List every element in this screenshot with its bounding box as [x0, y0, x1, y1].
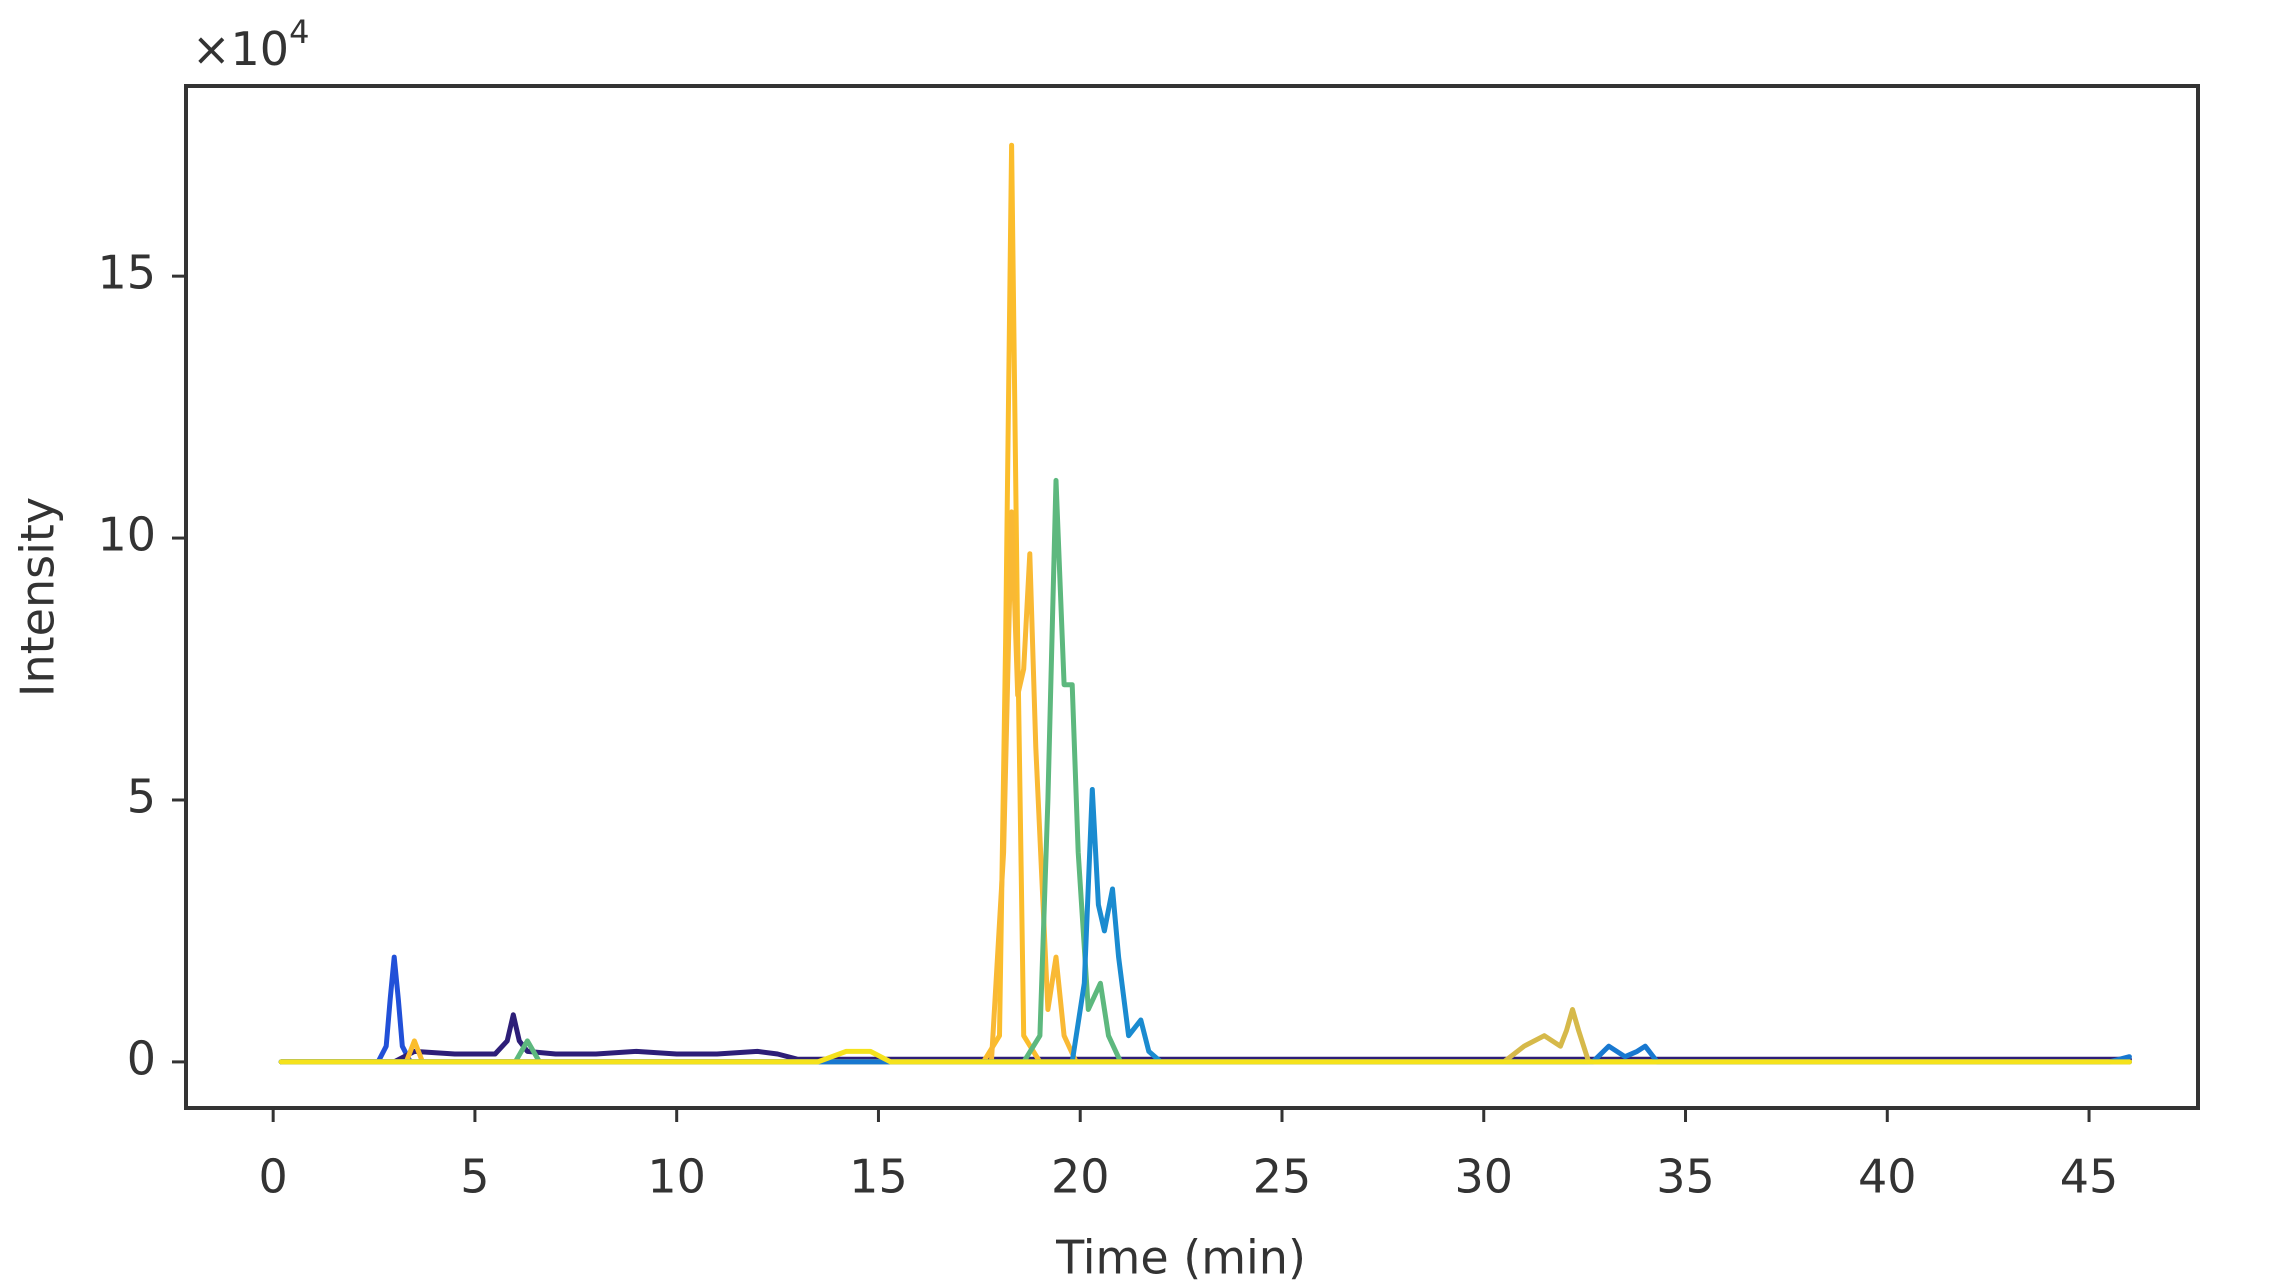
x-tick-label: 30: [1454, 1150, 1513, 1204]
y-axis-title: Intensity: [11, 497, 65, 697]
x-tick-label: 20: [1051, 1150, 1110, 1204]
series-line: [278, 477, 2132, 1065]
series-line: [278, 787, 2132, 1065]
series-line: [278, 1007, 2132, 1065]
series-line: [278, 509, 2132, 1065]
series-line: [278, 1012, 2132, 1065]
x-tick-label: 15: [849, 1150, 908, 1204]
x-tick-label: 40: [1858, 1150, 1917, 1204]
plot-frame: [184, 84, 2200, 1110]
multiplier-exponent: 4: [289, 13, 309, 51]
multiplier-base: ×10: [192, 22, 289, 76]
x-tick-label: 10: [647, 1150, 706, 1204]
y-tick-label: 10: [97, 508, 156, 562]
x-tick-label: 25: [1253, 1150, 1312, 1204]
y-tick-label: 5: [127, 769, 156, 823]
series-line: [278, 954, 2132, 1065]
x-tick-label: 35: [1656, 1150, 1715, 1204]
y-tick-label: 15: [97, 246, 156, 300]
x-tick-label: 0: [259, 1150, 288, 1204]
x-tick-label: 5: [460, 1150, 489, 1204]
y-tick-label: 0: [127, 1031, 156, 1085]
x-axis-title: Time (min): [1055, 1231, 1306, 1283]
series-line: [278, 142, 2132, 1065]
series-line: [278, 1048, 2132, 1065]
y-multiplier: ×104: [192, 13, 309, 76]
x-tick-label: 45: [2060, 1150, 2119, 1204]
